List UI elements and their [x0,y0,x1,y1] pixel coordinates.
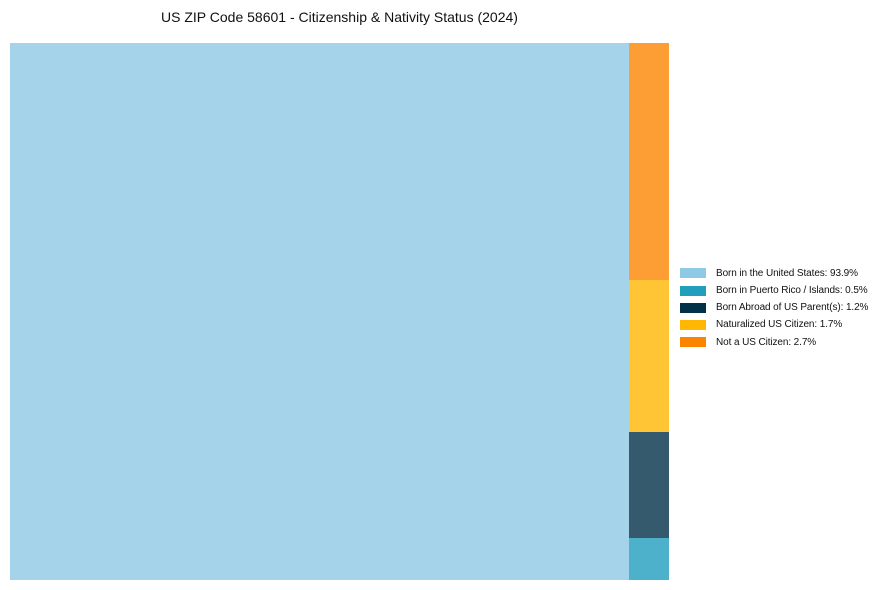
legend-swatch [680,337,706,348]
legend-item: Born in Puerto Rico / Islands: 0.5% [680,284,868,297]
legend-item: Not a US Citizen: 2.7% [680,336,868,349]
chart-title: US ZIP Code 58601 - Citizenship & Nativi… [161,9,518,25]
tile-born-abroad-us-parents [629,432,669,538]
legend-swatch [680,268,706,279]
legend-item: Born Abroad of US Parent(s): 1.2% [680,301,868,314]
tile-not-us-citizen [629,43,669,280]
treemap [10,43,669,580]
legend-item: Naturalized US Citizen: 1.7% [680,319,868,332]
legend: Born in the United States: 93.9% Born in… [680,267,868,353]
legend-label: Born in Puerto Rico / Islands: 0.5% [716,285,868,297]
tile-born-in-us [10,43,629,580]
legend-label: Born in the United States: 93.9% [716,267,858,279]
legend-label: Naturalized US Citizen: 1.7% [716,319,843,331]
tile-naturalized-us-citizen [629,280,669,432]
tile-born-puerto-rico-islands [629,538,669,580]
legend-swatch [680,302,706,313]
legend-item: Born in the United States: 93.9% [680,267,868,280]
legend-label: Born Abroad of US Parent(s): 1.2% [716,302,869,314]
legend-swatch [680,285,706,296]
legend-label: Not a US Citizen: 2.7% [716,336,817,348]
legend-swatch [680,319,706,330]
